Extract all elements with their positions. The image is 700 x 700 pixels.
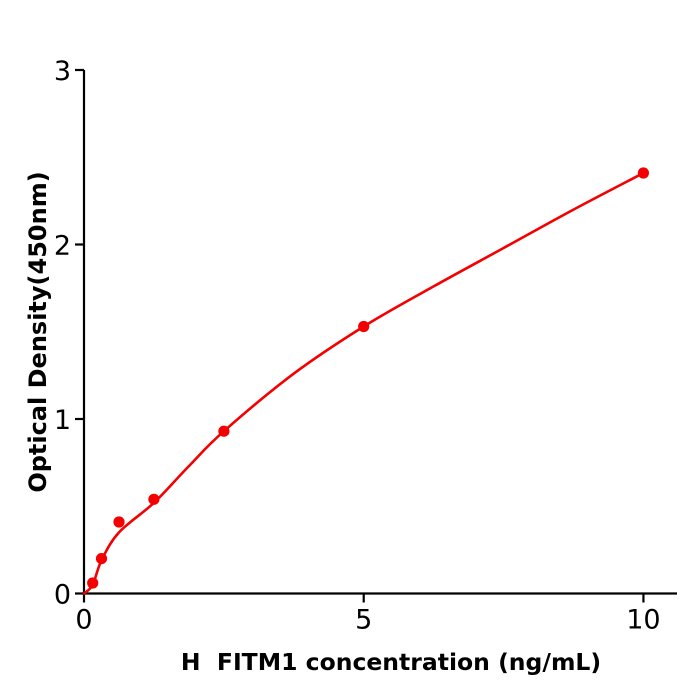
x-tick-label: 5	[355, 605, 372, 636]
y-tick-label: 2	[54, 230, 71, 261]
x-axis-title: H FITM1 concentration (ng/mL)	[181, 648, 601, 676]
data-point	[113, 516, 125, 528]
axes: 0 5 10 0 1 2 3	[54, 56, 677, 636]
y-tick-label: 0	[54, 579, 71, 610]
data-point	[95, 553, 108, 565]
data-point	[358, 320, 370, 333]
data-point	[637, 167, 650, 179]
data-point	[148, 493, 160, 505]
y-axis-title: Optical Density(450nm)	[24, 171, 52, 492]
data-points-layer	[87, 167, 650, 589]
fit-curve-layer	[82, 171, 645, 595]
x-tick-label: 10	[626, 605, 660, 636]
data-point	[218, 425, 230, 437]
y-tick-label: 1	[54, 405, 71, 436]
x-tick-label: 0	[75, 605, 92, 636]
fit-curve	[82, 171, 645, 595]
y-tick-label: 3	[54, 56, 71, 87]
data-point	[87, 577, 99, 589]
